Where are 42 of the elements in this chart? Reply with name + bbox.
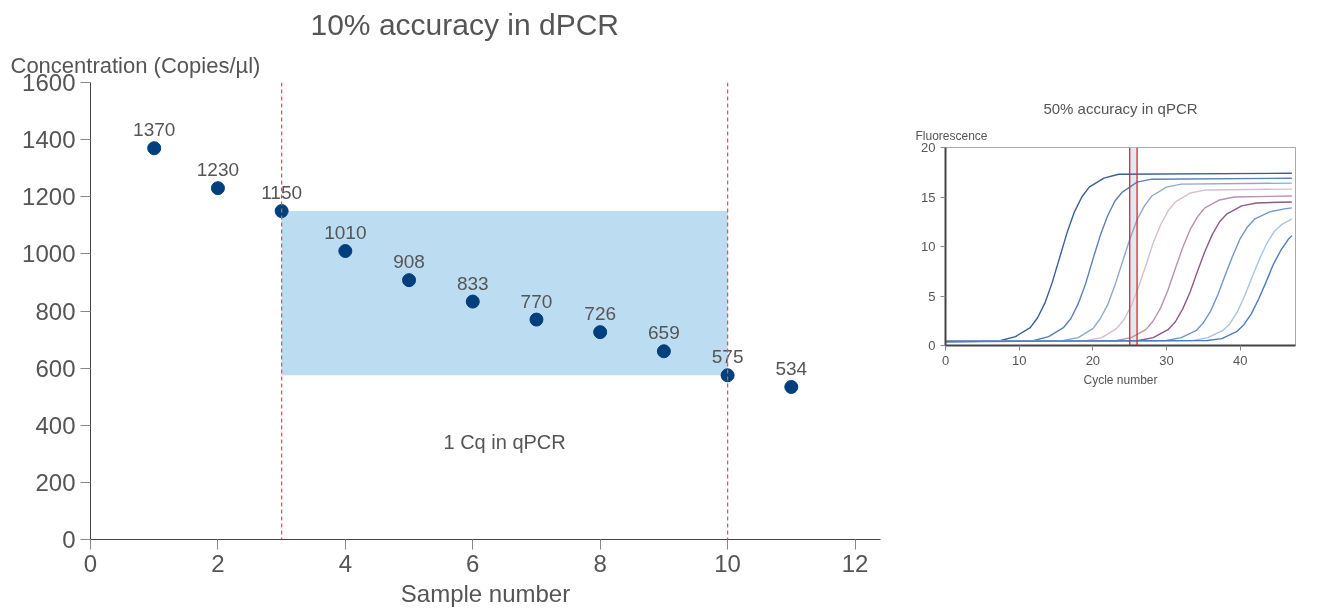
chart-title: 50% accuracy in qPCR	[1043, 99, 1198, 117]
y-axis-title: Fluorescence	[915, 128, 988, 143]
y-tick-label: 200	[35, 468, 76, 496]
y-tick-label: 10	[921, 239, 936, 254]
y-tick-label: 0	[928, 338, 936, 353]
x-tick-label: 6	[466, 549, 480, 577]
y-tick-label: 1200	[22, 183, 76, 211]
x-tick-label: 40	[1233, 352, 1248, 368]
y-tick-label: 15	[921, 189, 936, 205]
data-label: 726	[584, 303, 617, 325]
y-tick-label: 20	[921, 140, 936, 155]
data-label: 833	[456, 272, 489, 294]
data-label: 659	[648, 322, 680, 344]
y-tick-label: 600	[35, 354, 76, 382]
x-tick-label: 10	[1011, 352, 1027, 368]
x-tick-label: 20	[1085, 352, 1101, 368]
x-tick-label: 2	[211, 549, 225, 577]
y-tick-label: 0	[62, 526, 76, 553]
data-label: 534	[775, 357, 808, 379]
y-tick-label: 400	[35, 411, 76, 439]
data-label: 770	[520, 290, 553, 312]
chart-title: 10% accuracy in dPCR	[310, 7, 619, 41]
x-tick-label: 10	[714, 549, 741, 577]
data-label: 575	[711, 346, 744, 368]
data-label: 1230	[196, 159, 240, 181]
x-tick-label: 30	[1159, 352, 1174, 368]
y-tick-label: 5	[928, 288, 936, 304]
x-tick-label: 12	[841, 549, 869, 577]
data-label: 1150	[261, 182, 303, 204]
y-tick-label: 1400	[22, 126, 76, 154]
data-label: 908	[393, 251, 425, 273]
y-tick-label: 800	[35, 297, 76, 325]
data-label: 1010	[324, 222, 367, 244]
x-tick-label: 8	[593, 549, 607, 577]
x-tick-label: 0	[83, 549, 98, 577]
data-label: 1370	[133, 119, 176, 141]
x-axis-title: Sample number	[400, 579, 571, 607]
y-tick-label: 1000	[22, 240, 76, 268]
x-tick-label: 0	[941, 352, 950, 368]
band-label: 1 Cq in qPCR	[443, 430, 566, 453]
x-axis-title: Cycle number	[1083, 372, 1158, 387]
x-tick-label: 4	[338, 549, 353, 577]
